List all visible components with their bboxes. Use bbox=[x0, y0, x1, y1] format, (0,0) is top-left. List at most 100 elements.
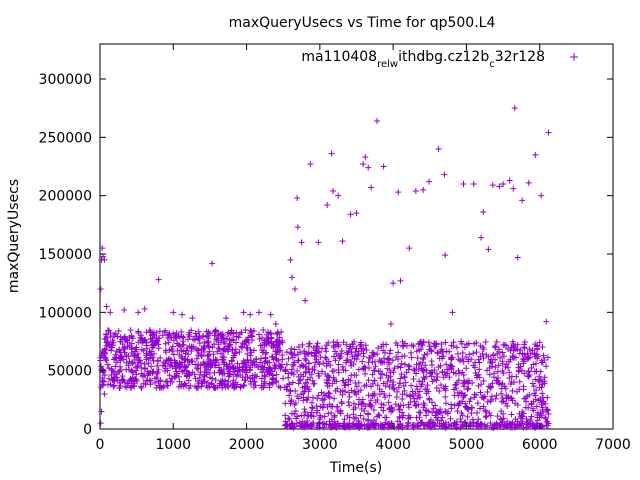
data-point bbox=[476, 374, 483, 381]
data-point bbox=[115, 327, 122, 334]
data-point bbox=[323, 348, 330, 355]
data-point bbox=[358, 347, 365, 354]
data-point bbox=[365, 392, 372, 399]
data-point bbox=[310, 413, 317, 420]
data-point bbox=[127, 327, 134, 334]
data-point bbox=[350, 411, 357, 418]
data-point bbox=[400, 382, 407, 389]
data-point bbox=[426, 178, 433, 185]
data-point bbox=[245, 339, 252, 346]
data-point bbox=[161, 329, 168, 336]
data-point bbox=[133, 346, 140, 353]
data-point bbox=[434, 349, 441, 356]
data-point bbox=[340, 339, 347, 346]
data-point bbox=[312, 359, 319, 366]
data-point bbox=[336, 423, 343, 430]
data-point bbox=[209, 260, 216, 267]
data-point bbox=[165, 331, 172, 338]
data-point bbox=[185, 385, 192, 392]
data-point bbox=[269, 380, 276, 387]
data-point bbox=[487, 396, 494, 403]
data-point bbox=[459, 369, 466, 376]
data-point bbox=[399, 409, 406, 416]
data-point bbox=[448, 422, 455, 429]
data-point bbox=[176, 378, 183, 385]
data-point bbox=[348, 349, 355, 356]
data-point bbox=[125, 353, 132, 360]
data-point bbox=[255, 364, 262, 371]
x-tick-label: 7000 bbox=[595, 437, 631, 453]
data-point bbox=[248, 328, 255, 335]
data-point bbox=[386, 350, 393, 357]
data-point bbox=[135, 309, 142, 316]
data-point bbox=[99, 245, 106, 252]
data-point bbox=[289, 379, 296, 386]
data-point bbox=[513, 373, 520, 380]
data-point bbox=[309, 405, 316, 412]
data-point bbox=[524, 421, 531, 428]
data-point bbox=[103, 357, 110, 364]
data-point bbox=[508, 411, 515, 418]
data-point bbox=[435, 410, 442, 417]
data-point bbox=[355, 366, 362, 373]
data-point bbox=[297, 376, 304, 383]
data-point bbox=[539, 394, 546, 401]
data-point bbox=[282, 421, 289, 428]
data-point bbox=[464, 413, 471, 420]
data-point bbox=[195, 328, 202, 335]
data-point bbox=[253, 373, 260, 380]
data-point bbox=[338, 350, 345, 357]
data-point bbox=[247, 378, 254, 385]
data-point bbox=[190, 336, 197, 343]
data-point bbox=[323, 342, 330, 349]
y-tick-labels: 0 50000 100000 150000 200000 250000 300000 bbox=[39, 72, 92, 438]
data-point bbox=[480, 377, 487, 384]
data-point bbox=[191, 371, 198, 378]
data-point bbox=[216, 382, 223, 389]
data-point bbox=[296, 419, 303, 426]
data-point bbox=[478, 234, 485, 241]
data-point bbox=[218, 350, 225, 357]
data-point bbox=[123, 366, 130, 373]
data-point bbox=[165, 339, 172, 346]
data-point bbox=[537, 397, 544, 404]
data-point bbox=[406, 392, 413, 399]
data-point bbox=[353, 391, 360, 398]
data-point bbox=[285, 415, 292, 422]
data-point bbox=[122, 336, 129, 343]
data-point bbox=[414, 423, 421, 430]
data-point bbox=[519, 197, 526, 204]
data-point bbox=[242, 338, 249, 345]
data-point bbox=[210, 351, 217, 358]
data-point bbox=[100, 366, 107, 373]
data-point bbox=[519, 408, 526, 415]
data-point bbox=[465, 377, 472, 384]
data-point bbox=[177, 343, 184, 350]
data-point bbox=[241, 341, 248, 348]
data-point bbox=[118, 367, 125, 374]
data-point bbox=[198, 353, 205, 360]
data-point bbox=[251, 358, 258, 365]
data-point bbox=[256, 335, 263, 342]
data-point bbox=[236, 331, 243, 338]
data-point bbox=[148, 352, 155, 359]
data-point bbox=[315, 420, 322, 427]
data-point bbox=[302, 380, 309, 387]
data-point bbox=[397, 277, 404, 284]
data-point bbox=[274, 349, 281, 356]
data-point bbox=[508, 421, 515, 428]
data-point bbox=[360, 353, 367, 360]
data-point bbox=[514, 421, 521, 428]
data-point bbox=[105, 365, 112, 372]
data-point bbox=[307, 412, 314, 419]
data-point bbox=[432, 402, 439, 409]
data-point bbox=[260, 347, 267, 354]
data-point bbox=[141, 305, 148, 312]
data-point bbox=[267, 311, 274, 318]
data-point bbox=[165, 356, 172, 363]
data-point bbox=[384, 378, 391, 385]
data-point bbox=[273, 331, 280, 338]
data-point bbox=[288, 351, 295, 358]
data-point bbox=[537, 368, 544, 375]
